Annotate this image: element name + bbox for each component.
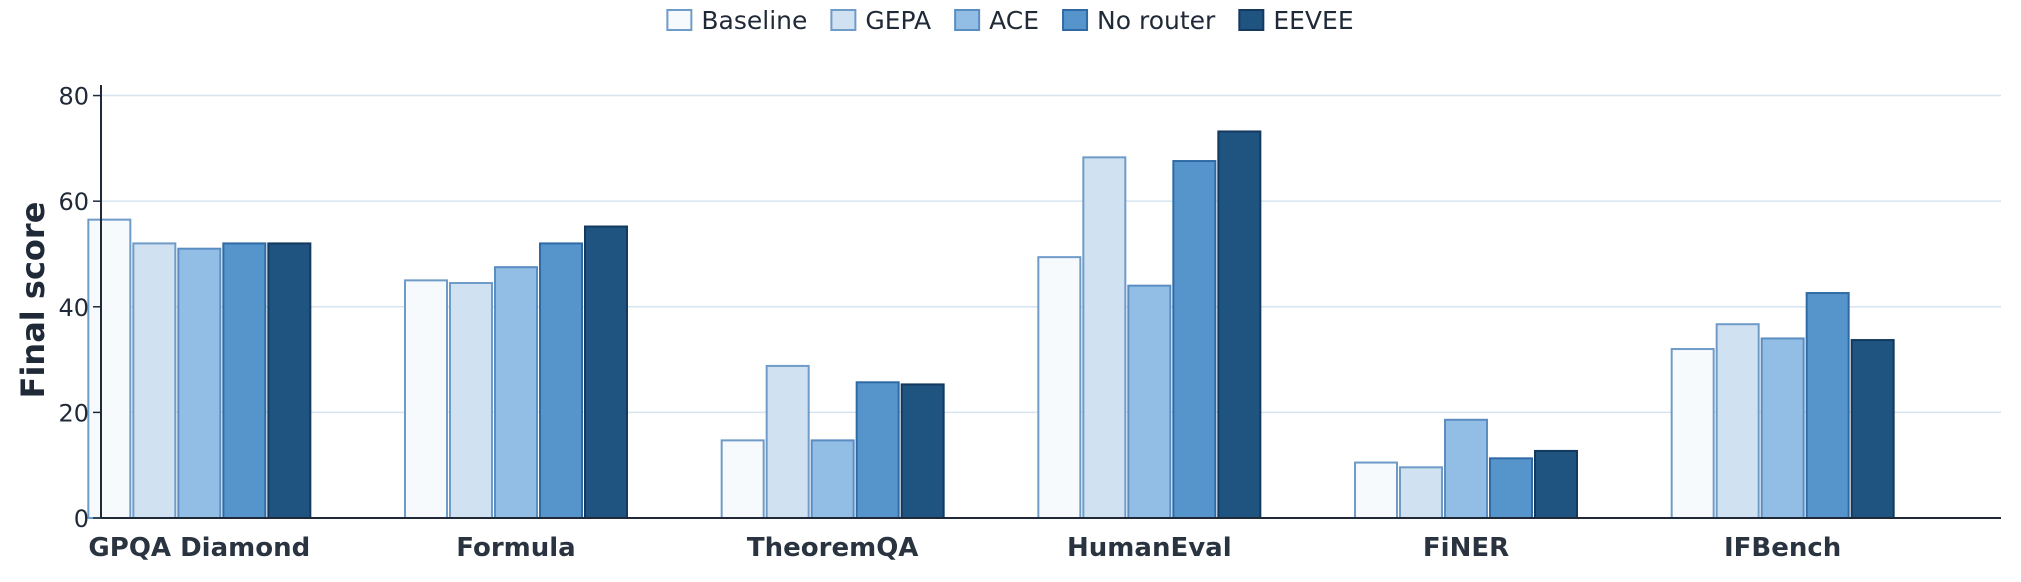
bar-gepa-finer [1399, 466, 1443, 519]
bar-gepa-formula [449, 282, 493, 519]
bar-baseline-formula [404, 279, 448, 519]
bar-ace-gpqa-diamond [177, 247, 222, 519]
bar-ace-formula [494, 266, 538, 519]
legend-item-eevee: EEVEE [1238, 6, 1354, 35]
y-tick-label: 20 [58, 399, 89, 427]
bar-eevee-humaneval [1217, 130, 1262, 519]
y-tick-labels: 0 20 40 60 80 [58, 83, 101, 533]
legend-label: EEVEE [1273, 6, 1353, 35]
legend-swatch [1238, 9, 1265, 31]
bar-gepa-humaneval [1082, 156, 1127, 519]
legend-item-gepa: GEPA [830, 6, 931, 35]
bar-eevee-ifbench [1850, 339, 1895, 519]
bar-no-router-ifbench [1805, 292, 1850, 519]
legend-swatch [954, 9, 981, 31]
bar-baseline-theoremqa [720, 439, 765, 519]
bar-gepa-gpqa-diamond [132, 242, 177, 519]
bar-baseline-ifbench [1670, 348, 1715, 519]
bar-ace-theoremqa [810, 439, 855, 519]
bar-no-router-theoremqa [855, 381, 900, 520]
x-category-labels: GPQA Diamond Formula TheoremQA HumanEval FiN… [88, 533, 1841, 563]
y-tick-label: 60 [58, 188, 89, 216]
legend-label: No router [1097, 6, 1216, 35]
bar-eevee-formula [584, 225, 628, 520]
legend-label: GEPA [865, 6, 931, 35]
legend-item-baseline: Baseline [666, 6, 807, 35]
bar-baseline-humaneval [1037, 256, 1082, 519]
legend-item-no-router: No router [1062, 6, 1216, 35]
y-tick-label: 0 [74, 505, 89, 533]
bar-no-router-formula [539, 242, 583, 519]
legend-item-ace: ACE [954, 6, 1039, 35]
x-tick-label: IFBench [1724, 533, 1841, 563]
bar-ace-finer [1444, 418, 1488, 519]
bar-no-router-humaneval [1172, 160, 1217, 519]
bar-gepa-ifbench [1715, 323, 1760, 519]
legend: Baseline GEPA ACE No router EEVEE [666, 6, 1354, 35]
legend-label: Baseline [701, 6, 807, 35]
y-axis-title: Final score [14, 202, 52, 399]
bar-no-router-finer [1489, 457, 1533, 519]
bar-eevee-finer [1534, 449, 1578, 519]
bar-eevee-theoremqa [900, 383, 945, 519]
legend-swatch [1062, 9, 1089, 31]
bar-eevee-gpqa-diamond [267, 242, 312, 519]
y-tick-label: 40 [58, 294, 89, 322]
bar-baseline-finer [1354, 461, 1398, 519]
legend-swatch [830, 9, 857, 31]
x-tick-label: HumanEval [1067, 533, 1232, 563]
legend-swatch [666, 9, 693, 31]
bar-gepa-theoremqa [765, 364, 810, 519]
bar-ace-ifbench [1760, 337, 1805, 519]
x-tick-label: Formula [456, 533, 575, 563]
y-tick-label: 80 [58, 83, 89, 111]
x-tick-label: GPQA Diamond [88, 533, 310, 563]
axes [100, 85, 2001, 519]
x-tick-label: TheoremQA [747, 533, 919, 563]
bar-baseline-gpqa-diamond [87, 218, 132, 519]
x-tick-label: FiNER [1423, 533, 1509, 563]
bars [87, 130, 1895, 520]
legend-label: ACE [989, 6, 1039, 35]
bar-no-router-gpqa-diamond [222, 242, 267, 519]
bar-ace-humaneval [1127, 284, 1172, 519]
